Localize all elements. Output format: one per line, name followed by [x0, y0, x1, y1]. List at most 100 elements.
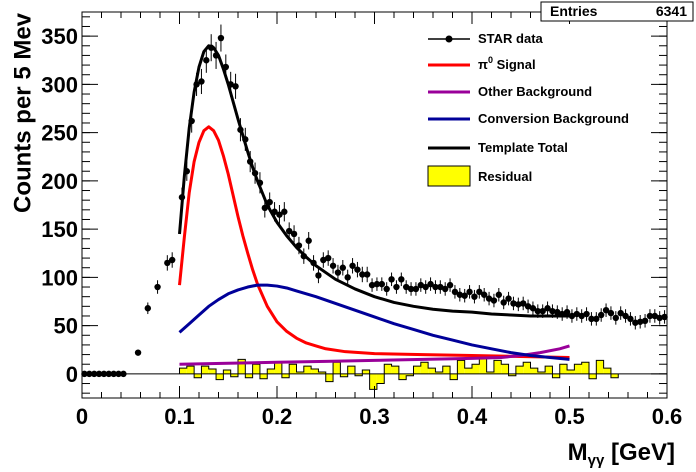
data-point [622, 309, 629, 323]
data-marker [480, 291, 488, 298]
data-marker [105, 370, 113, 378]
residual-bar [413, 366, 421, 374]
data-marker [193, 81, 200, 88]
data-point [271, 202, 278, 222]
residual-outline [179, 356, 619, 390]
residual-bar [267, 369, 275, 374]
data-marker [646, 312, 654, 320]
y-tick-label: 250 [41, 121, 78, 146]
legend-label-pi0-sup: 0 [488, 55, 493, 65]
data-point [661, 310, 668, 324]
data-point [305, 232, 312, 250]
data-point [588, 312, 595, 326]
stats-box: Entries 6341 [540, 1, 694, 22]
y-tick-label: 50 [54, 314, 78, 339]
x-tick-label: 0.5 [554, 404, 585, 429]
legend: STAR data π0 Signal Other Background Con… [427, 31, 629, 187]
residual-bar [442, 366, 451, 374]
residual-bar [603, 368, 611, 374]
residual-histogram [179, 356, 619, 390]
data-marker [95, 370, 103, 378]
data-point [554, 305, 561, 319]
data-marker [261, 204, 269, 212]
data-point [398, 272, 405, 287]
data-marker [227, 81, 234, 88]
y-tick-label: 150 [41, 217, 78, 242]
data-point [212, 41, 220, 69]
residual-bar [238, 359, 246, 374]
data-point [437, 280, 444, 294]
data-point [334, 264, 342, 281]
residual-bar [369, 373, 377, 390]
data-point [529, 301, 537, 316]
residual-bar [596, 360, 604, 374]
residual-bar [450, 373, 458, 380]
data-point [320, 252, 327, 268]
data-marker [578, 312, 585, 320]
data-marker [115, 370, 122, 378]
residual-bar [567, 370, 575, 374]
data-point [466, 285, 473, 299]
residual-bar [420, 362, 429, 374]
legend-entry-conversion-background: Conversion Background [428, 111, 629, 126]
data-marker [246, 158, 254, 165]
data-point [227, 71, 234, 97]
data-marker [256, 179, 264, 187]
stats-entries-label: Entries [550, 3, 598, 19]
data-point [261, 198, 269, 218]
y-tick-label: 300 [41, 72, 78, 97]
residual-bar [398, 373, 407, 380]
data-marker [554, 308, 561, 316]
data-marker [593, 315, 600, 323]
data-point [276, 205, 283, 225]
data-point [456, 287, 464, 302]
data-marker [398, 276, 405, 283]
data-point [563, 305, 571, 319]
legend-swatch-residual [427, 165, 471, 187]
data-point [519, 296, 527, 311]
residual-bar [230, 373, 238, 377]
data-marker [632, 319, 639, 326]
data-marker [393, 283, 400, 291]
data-marker [188, 117, 195, 125]
data-marker [641, 317, 649, 324]
data-point [607, 306, 615, 320]
residual-bar [259, 373, 268, 379]
data-point [505, 291, 512, 306]
data-point [324, 250, 332, 266]
data-marker [627, 315, 634, 323]
data-point [193, 72, 200, 96]
data-point [534, 304, 542, 318]
data-point [295, 236, 303, 255]
data-point [242, 127, 249, 151]
legend-entry-residual: Residual [427, 165, 532, 187]
data-marker [281, 208, 288, 215]
y-tick-label: 100 [41, 265, 78, 290]
legend-label-template-total: Template Total [478, 140, 568, 155]
data-point [237, 118, 244, 142]
data-marker [500, 299, 507, 306]
data-point [471, 289, 478, 304]
legend-entry-other-background: Other Background [428, 84, 592, 99]
legend-label-pi0-rest: Signal [493, 57, 536, 72]
data-marker [485, 295, 493, 302]
residual-bar [479, 356, 487, 374]
y-tick-label: 350 [41, 24, 78, 49]
data-point [578, 309, 585, 323]
legend-label-star-data: STAR data [478, 31, 544, 46]
data-marker [203, 57, 210, 64]
data-marker [661, 313, 668, 321]
data-marker [651, 312, 659, 320]
residual-bar [530, 368, 538, 374]
data-marker [359, 271, 366, 278]
data-point [349, 258, 356, 274]
data-marker [110, 370, 117, 378]
data-marker [617, 309, 624, 317]
data-marker [407, 285, 415, 293]
x-tick-label: 0.4 [457, 404, 488, 429]
x-tick-label: 0.2 [262, 404, 293, 429]
data-point [573, 307, 581, 321]
data-point [168, 252, 176, 268]
data-point [100, 370, 108, 378]
residual-bar [457, 360, 465, 374]
